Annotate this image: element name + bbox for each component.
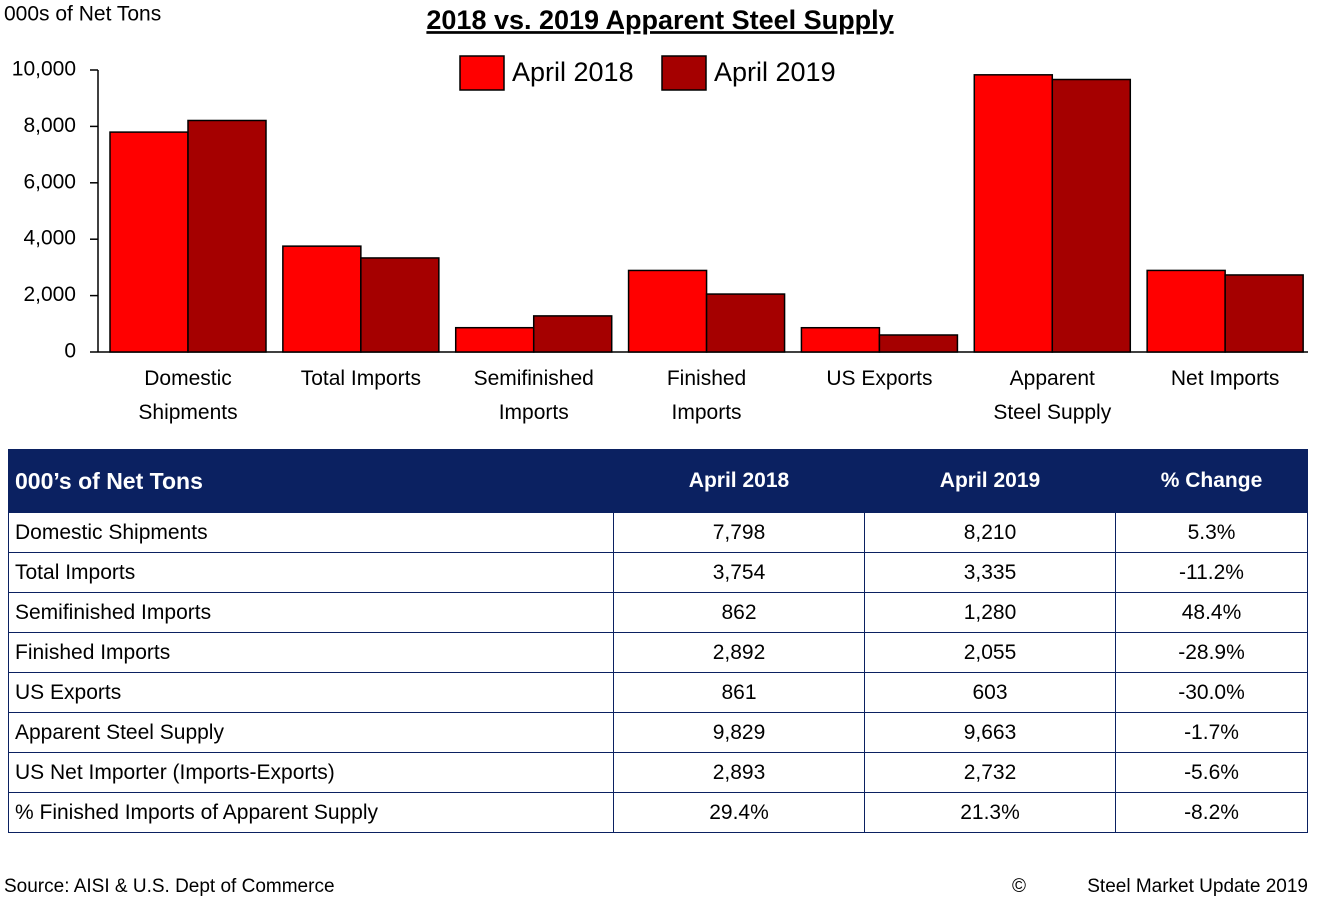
header-cell: April 2019: [864, 449, 1116, 513]
bar: [705, 293, 786, 353]
bar: [360, 257, 440, 353]
table-cell: 3,754: [613, 552, 865, 593]
table-cell: 2,893: [613, 752, 865, 793]
table-cell: 2,732: [864, 752, 1116, 793]
table-row: Finished Imports 2,892 2,055 -28.9%: [8, 632, 1308, 673]
table-row: US Exports 861 603 -30.0%: [8, 672, 1308, 713]
table-cell: % Finished Imports of Apparent Supply: [8, 792, 614, 833]
x-tick-label: Apparent Steel Supply: [993, 367, 1112, 424]
table-cell: 2,055: [864, 632, 1116, 673]
x-tick-label: US Exports: [826, 367, 933, 390]
y-axis-label: 000s of Net Tons: [4, 3, 161, 26]
table-cell: 1,280: [864, 592, 1116, 633]
header-cell: 000’s of Net Tons: [8, 449, 614, 513]
source: Source: AISI & U.S. Dept of Commerce: [4, 876, 335, 897]
table-cell: 48.4%: [1115, 592, 1308, 633]
table-cell: -5.6%: [1115, 752, 1308, 793]
x-tick-label: Domestic Shipments: [138, 367, 238, 424]
y-tick-label: 0: [64, 340, 76, 363]
bar: [532, 315, 613, 353]
x-tick-label: Net Imports: [1170, 367, 1280, 390]
table-body: Domestic Shipments 7,798 8,210 5.3% Total Im…: [8, 512, 1308, 833]
x-tick-label: Total Imports: [300, 367, 421, 390]
table-row: Domestic Shipments 7,798 8,210 5.3%: [8, 512, 1308, 553]
y-tick-label: 2,000: [23, 283, 76, 306]
table-cell: -28.9%: [1115, 632, 1308, 673]
bar: [973, 74, 1054, 353]
table-cell: 9,663: [864, 712, 1116, 753]
bar: [454, 326, 535, 353]
table-cell: Apparent Steel Supply: [8, 712, 614, 753]
bar: [1224, 274, 1304, 353]
table-cell: US Exports: [8, 672, 614, 713]
bar: [1051, 78, 1132, 353]
table-cell: -30.0%: [1115, 672, 1308, 713]
table-cell: -1.7%: [1115, 712, 1308, 753]
table-cell: US Net Importer (Imports-Exports): [8, 752, 614, 793]
table-cell: 2,892: [613, 632, 865, 673]
bar: [878, 334, 959, 353]
y-tick-label: 10,000: [12, 58, 76, 81]
table-cell: 5.3%: [1115, 512, 1308, 553]
legend-label: April 2019: [714, 57, 836, 87]
bar: [187, 119, 267, 353]
bar: [1146, 269, 1226, 353]
x-tick-label: Finished Imports: [666, 367, 747, 424]
bar: [800, 326, 881, 353]
table-cell: Domestic Shipments: [8, 512, 614, 553]
table-cell: 3,335: [864, 552, 1116, 593]
chart: 2018 vs. 2019 Apparent Steel Supply 000s…: [4, 3, 1308, 363]
table-cell: -8.2%: [1115, 792, 1308, 833]
table-cell: 603: [864, 672, 1116, 713]
table-row: US Net Importer (Imports-Exports) 2,893 2,…: [8, 752, 1308, 793]
x-tick-label: Semifinished Imports: [473, 367, 594, 424]
table-cell: 861: [613, 672, 865, 713]
header-cell: % Change: [1115, 449, 1308, 513]
bar: [627, 269, 708, 353]
legend-swatch: [459, 55, 505, 91]
bar: [282, 245, 362, 353]
table-cell: Finished Imports: [8, 632, 614, 673]
table-cell: 21.3%: [864, 792, 1116, 833]
y-tick-label: 4,000: [23, 227, 76, 250]
chart-title: 2018 vs. 2019 Apparent Steel Supply: [426, 5, 893, 35]
table-row: Semifinished Imports 862 1,280 48.4%: [8, 592, 1308, 633]
table-cell: -11.2%: [1115, 552, 1308, 593]
data-table: 000’s of Net Tons April 2018 April 2019% C…: [8, 449, 1308, 833]
table-row: Apparent Steel Supply 9,829 9,663 -1.7%: [8, 712, 1308, 753]
copyright-symbol: ©: [1012, 876, 1026, 897]
legend-label: April 2018: [512, 57, 634, 87]
table-cell: Total Imports: [8, 552, 614, 593]
table-cell: 7,798: [613, 512, 865, 553]
header-cell: April 2018: [613, 449, 865, 513]
table-cell: Semifinished Imports: [8, 592, 614, 633]
table-cell: 9,829: [613, 712, 865, 753]
table-row: % Finished Imports of Apparent Supply 29.…: [8, 792, 1308, 833]
legend-swatch: [661, 55, 707, 91]
y-tick-label: 8,000: [23, 114, 76, 137]
table-cell: 862: [613, 592, 865, 633]
table-header: 000’s of Net Tons April 2018 April 2019% C…: [8, 449, 1308, 513]
table-cell: 8,210: [864, 512, 1116, 553]
table-cell: 29.4%: [613, 792, 865, 833]
y-tick-label: 6,000: [23, 170, 76, 193]
copyright: Steel Market Update 2019: [1087, 876, 1308, 897]
table-row: Total Imports 3,754 3,335 -11.2%: [8, 552, 1308, 593]
bar: [109, 131, 189, 353]
